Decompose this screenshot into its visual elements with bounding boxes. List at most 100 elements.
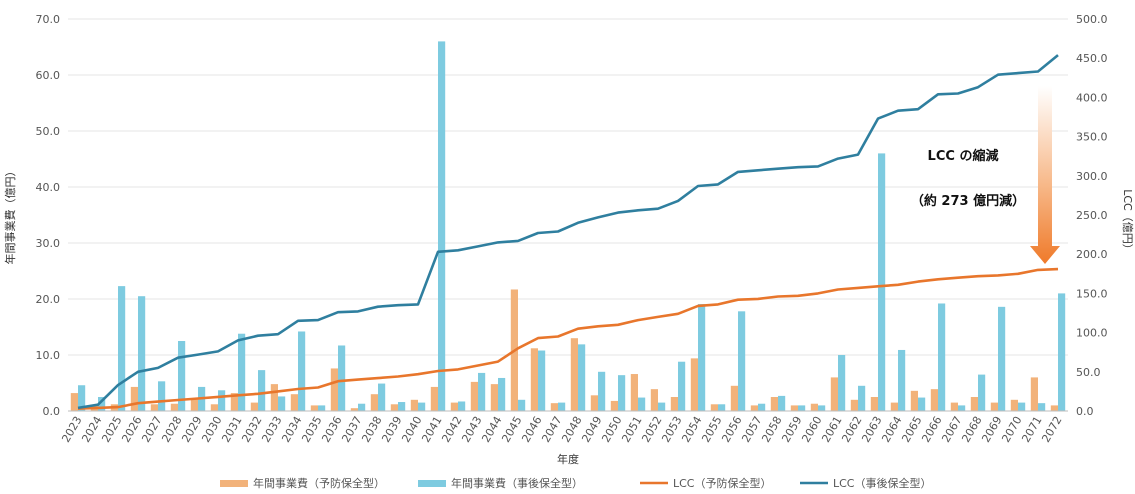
bar: [158, 381, 166, 411]
bar: [1058, 293, 1066, 411]
reduction-title: LCC の縮減: [928, 148, 999, 164]
y2-tick-label: 0.0: [1076, 405, 1094, 418]
bar: [518, 399, 526, 411]
bar: [458, 401, 466, 411]
bar: [350, 408, 358, 411]
bar: [1038, 403, 1046, 411]
legend-label: LCC（予防保全型）: [673, 476, 772, 490]
legend-label: LCC（事後保全型）: [833, 476, 932, 490]
bar: [338, 345, 346, 411]
bar: [170, 403, 178, 411]
bar: [658, 402, 666, 411]
bar: [438, 41, 446, 412]
y-tick-label: 50.0: [36, 125, 61, 138]
bar: [1018, 402, 1026, 411]
bar: [810, 403, 818, 411]
y2-tick-label: 300.0: [1076, 170, 1108, 183]
bar: [790, 405, 798, 411]
bar: [470, 381, 478, 411]
bar: [130, 386, 138, 411]
y-tick-label: 70.0: [36, 13, 61, 26]
bar: [798, 405, 806, 411]
bar: [450, 402, 458, 411]
bar: [770, 397, 778, 411]
bar: [690, 358, 698, 411]
y2-tick-label: 500.0: [1076, 13, 1108, 26]
y-tick-label: 20.0: [36, 293, 61, 306]
reduction-amount: （約 273 億円減）: [911, 193, 1025, 209]
y-tick-label: 60.0: [36, 69, 61, 82]
y2-tick-label: 200.0: [1076, 248, 1108, 261]
bar: [890, 402, 898, 411]
y2-axis-title: LCC（億円）: [1121, 189, 1134, 255]
y2-tick-label: 150.0: [1076, 287, 1108, 300]
bar: [270, 384, 278, 411]
bar: [958, 405, 966, 411]
bar: [1010, 399, 1018, 411]
bar: [950, 402, 958, 411]
bar: [738, 311, 746, 411]
bar: [910, 390, 918, 411]
bar: [858, 385, 866, 411]
legend-swatch: [220, 480, 248, 487]
gridlines: [68, 18, 1068, 356]
bar: [318, 405, 326, 411]
bar: [778, 395, 786, 411]
bar: [478, 372, 486, 411]
y-tick-label: 30.0: [36, 237, 61, 250]
bar: [610, 400, 618, 411]
bar: [358, 403, 366, 411]
bar: [830, 377, 838, 411]
bar: [490, 384, 498, 411]
legend-swatch: [418, 480, 446, 487]
bar: [590, 395, 598, 411]
bar: [638, 397, 646, 411]
bar: [818, 405, 826, 411]
bar: [878, 153, 886, 411]
bar: [118, 286, 126, 411]
bar: [990, 402, 998, 411]
y-axis-title: 年間事業費（億円）: [3, 166, 17, 265]
bar: [538, 350, 546, 411]
bar: [998, 306, 1006, 411]
bar: [758, 403, 766, 411]
bar: [750, 405, 758, 411]
bar: [970, 397, 978, 411]
x-axis-title: 年度: [557, 452, 579, 466]
y-tick-label: 0.0: [43, 405, 61, 418]
reduction-annotation: LCC の縮減 （約 273 億円減）: [911, 86, 1060, 264]
y-tick-label: 10.0: [36, 349, 61, 362]
bar: [710, 404, 718, 411]
bar: [290, 394, 298, 411]
bar: [898, 349, 906, 411]
bar: [410, 399, 418, 411]
bar: [218, 390, 226, 411]
bar: [230, 393, 238, 411]
bar: [1030, 377, 1038, 411]
y2-tick-label: 450.0: [1076, 52, 1108, 65]
bar: [150, 404, 158, 411]
bar: [138, 296, 146, 411]
bar: [378, 383, 386, 411]
bar: [598, 371, 606, 411]
down-arrow-icon: [1030, 86, 1060, 264]
bar: [498, 377, 506, 411]
bar: [398, 402, 406, 411]
y-tick-label: 40.0: [36, 181, 61, 194]
series-line: [77, 267, 1059, 410]
bar: [430, 386, 438, 411]
bar: [210, 404, 218, 411]
bar: [850, 399, 858, 411]
bars: [70, 41, 1066, 412]
bar: [978, 374, 986, 411]
bar: [618, 375, 626, 411]
bar: [838, 355, 846, 411]
bar: [938, 303, 946, 411]
bar: [630, 374, 638, 411]
bar: [570, 338, 578, 411]
bar: [670, 397, 678, 411]
bar: [718, 404, 726, 411]
bar: [530, 348, 538, 411]
bar: [550, 403, 558, 411]
